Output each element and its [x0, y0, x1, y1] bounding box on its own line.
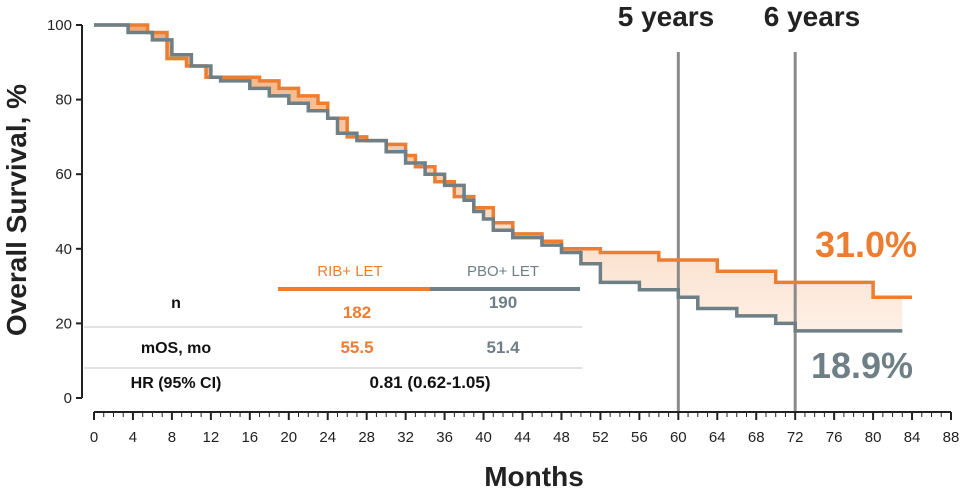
- x-tick-label: 60: [670, 429, 687, 446]
- x-tick-label: 56: [631, 429, 648, 446]
- x-tick-label: 64: [709, 429, 726, 446]
- summary-table: RIB+ LET PBO+ LET n 182 190 mOS, mo 55.5…: [84, 263, 582, 392]
- table-value-n-rib: 182: [343, 303, 371, 322]
- table-header-rib-let: RIB+ LET: [317, 263, 382, 280]
- table-value-mos-rib: 55.5: [340, 338, 373, 357]
- x-tick-label: 8: [168, 429, 176, 446]
- table-row-label-hr: HR (95% CI): [131, 375, 222, 392]
- y-tick-label: 0: [64, 390, 72, 407]
- x-tick-label: 36: [436, 429, 453, 446]
- y-tick-label: 80: [55, 92, 72, 109]
- end-label-pbo-let: 18.9%: [811, 345, 913, 386]
- shaded-difference-area: [94, 25, 903, 331]
- x-tick-label: 44: [514, 429, 531, 446]
- series-lines: [94, 23, 912, 333]
- series-line-pbo-let: [94, 23, 903, 333]
- x-tick-label: 76: [826, 429, 843, 446]
- x-axis-title: Months: [484, 461, 584, 489]
- series-line-rib-let: [94, 23, 912, 300]
- x-tick-label: 12: [203, 429, 220, 446]
- milestone-label-5-years: 5 years: [618, 1, 715, 32]
- x-tick-label: 84: [904, 429, 921, 446]
- table-value-n-pbo: 190: [489, 293, 517, 312]
- table-row-label-mos: mOS, mo: [141, 340, 211, 357]
- x-tick-label: 40: [475, 429, 492, 446]
- x-tick-label: 16: [241, 429, 258, 446]
- x-tick-label: 24: [319, 429, 336, 446]
- y-tick-label: 40: [55, 241, 72, 258]
- y-tick-label: 60: [55, 166, 72, 183]
- table-row-label-n: n: [171, 295, 181, 312]
- x-tick-label: 80: [865, 429, 882, 446]
- x-tick-label: 4: [129, 429, 137, 446]
- end-label-rib-let: 31.0%: [815, 224, 917, 265]
- x-tick-label: 88: [943, 429, 960, 446]
- y-tick-label: 100: [47, 17, 72, 34]
- y-axis-title: Overall Survival, %: [1, 84, 32, 336]
- x-tick-label: 48: [553, 429, 570, 446]
- x-tick-label: 32: [397, 429, 414, 446]
- table-header-pbo-let: PBO+ LET: [467, 263, 539, 280]
- milestone-label-6-years: 6 years: [764, 1, 861, 32]
- x-tick-label: 68: [748, 429, 765, 446]
- x-tick-label: 20: [280, 429, 297, 446]
- x-tick-label: 0: [90, 429, 98, 446]
- y-tick-label: 20: [55, 315, 72, 332]
- table-value-mos-pbo: 51.4: [486, 338, 520, 357]
- x-tick-label: 52: [592, 429, 609, 446]
- x-tick-label: 28: [358, 429, 375, 446]
- shaded-difference-area: [94, 25, 903, 331]
- milestone-lines: [676, 52, 797, 412]
- table-value-hr: 0.81 (0.62-1.05): [370, 373, 491, 392]
- x-tick-label: 72: [787, 429, 804, 446]
